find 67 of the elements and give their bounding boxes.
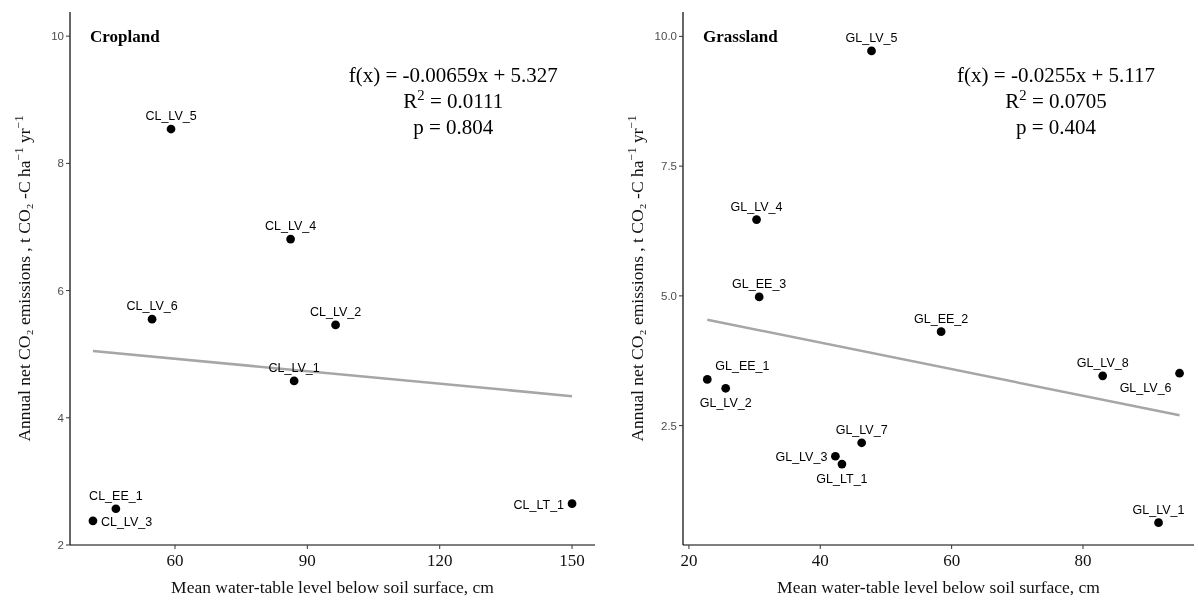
point xyxy=(166,124,176,134)
point xyxy=(702,375,712,384)
point xyxy=(857,438,867,448)
text: Grassland xyxy=(703,27,779,46)
annotation: GL_EE_2 xyxy=(914,311,969,326)
x-tick-label: 20 xyxy=(680,551,698,570)
y-tick-label: 7.5 xyxy=(661,160,677,173)
x-tick-label: 120 xyxy=(426,551,453,570)
x-tick-label: 60 xyxy=(166,551,184,570)
annotation: CL_LV_6 xyxy=(126,299,178,314)
x-tick-label: 90 xyxy=(298,551,316,570)
annotation: CL_LT_1 xyxy=(513,497,565,512)
point xyxy=(831,451,840,461)
x-tick-label: 40 xyxy=(811,551,829,570)
point xyxy=(1098,371,1108,381)
point xyxy=(331,320,340,330)
x-axis-title: Mean water-table level below soil surface, cm xyxy=(171,577,495,597)
x-tick-label: 80 xyxy=(1074,551,1092,570)
point xyxy=(286,234,295,244)
point xyxy=(752,215,761,224)
annotation: CL_LV_4 xyxy=(264,219,317,234)
x-tick-label: 60 xyxy=(943,551,961,570)
annotation: GL_LV_2 xyxy=(699,396,752,411)
annotation: p = 0.404 xyxy=(1015,115,1097,139)
point xyxy=(936,327,946,337)
annotation: CL_LV_3 xyxy=(100,514,153,529)
annotation: GL_EE_1 xyxy=(715,359,770,374)
y-tick-label: 5.0 xyxy=(661,289,677,302)
annotation: CL_LV_5 xyxy=(145,109,197,124)
point xyxy=(721,383,731,393)
annotation: GL_LV_8 xyxy=(1076,355,1129,370)
annotation: GL_LT_1 xyxy=(816,472,868,487)
annotation: GL_EE_3 xyxy=(732,276,787,291)
y-tick-label: 10.0 xyxy=(654,30,677,43)
point xyxy=(88,516,98,526)
point xyxy=(1175,368,1184,378)
annotation: GL_LV_1 xyxy=(1132,502,1185,517)
annotation: GL_LV_3 xyxy=(775,450,828,465)
point xyxy=(1154,518,1163,528)
y-tick-label: 6 xyxy=(57,284,64,297)
point xyxy=(867,46,876,56)
point xyxy=(111,504,121,514)
annotation: p = 0.804 xyxy=(413,115,494,139)
annotation: R$^{2}$ = 0.0705 xyxy=(1005,87,1107,113)
annotation: CL_LV_2 xyxy=(309,304,362,319)
y-tick-label: 2.5 xyxy=(661,419,677,432)
annotation: f(x) = -0.00659x + 5.327 xyxy=(348,63,558,87)
annotation: f(x) = -0.0255x + 5.117 xyxy=(957,63,1155,87)
point xyxy=(289,376,299,386)
point xyxy=(567,499,577,509)
annotation: GL_LV_4 xyxy=(730,199,783,214)
annotation: GL_LV_7 xyxy=(835,422,888,437)
annotation: GL_LV_6 xyxy=(1119,381,1172,396)
text: Cropland xyxy=(90,27,161,46)
x-axis-title: Mean water-table level below soil surface, cm xyxy=(777,577,1101,597)
x-tick-label: 150 xyxy=(559,551,585,570)
point xyxy=(147,314,157,324)
point xyxy=(837,459,847,469)
point xyxy=(754,292,764,302)
annotation: GL_LV_5 xyxy=(845,30,898,45)
annotation: CL_LV_1 xyxy=(268,360,320,375)
y-tick-label: 8 xyxy=(57,157,64,170)
y-tick-label: 10 xyxy=(51,30,64,43)
annotation: R$^{2}$ = 0.0111 xyxy=(403,87,504,113)
y-tick-label: 4 xyxy=(57,411,65,424)
y-tick-label: 2 xyxy=(57,539,64,551)
annotation: CL_EE_1 xyxy=(89,488,143,503)
